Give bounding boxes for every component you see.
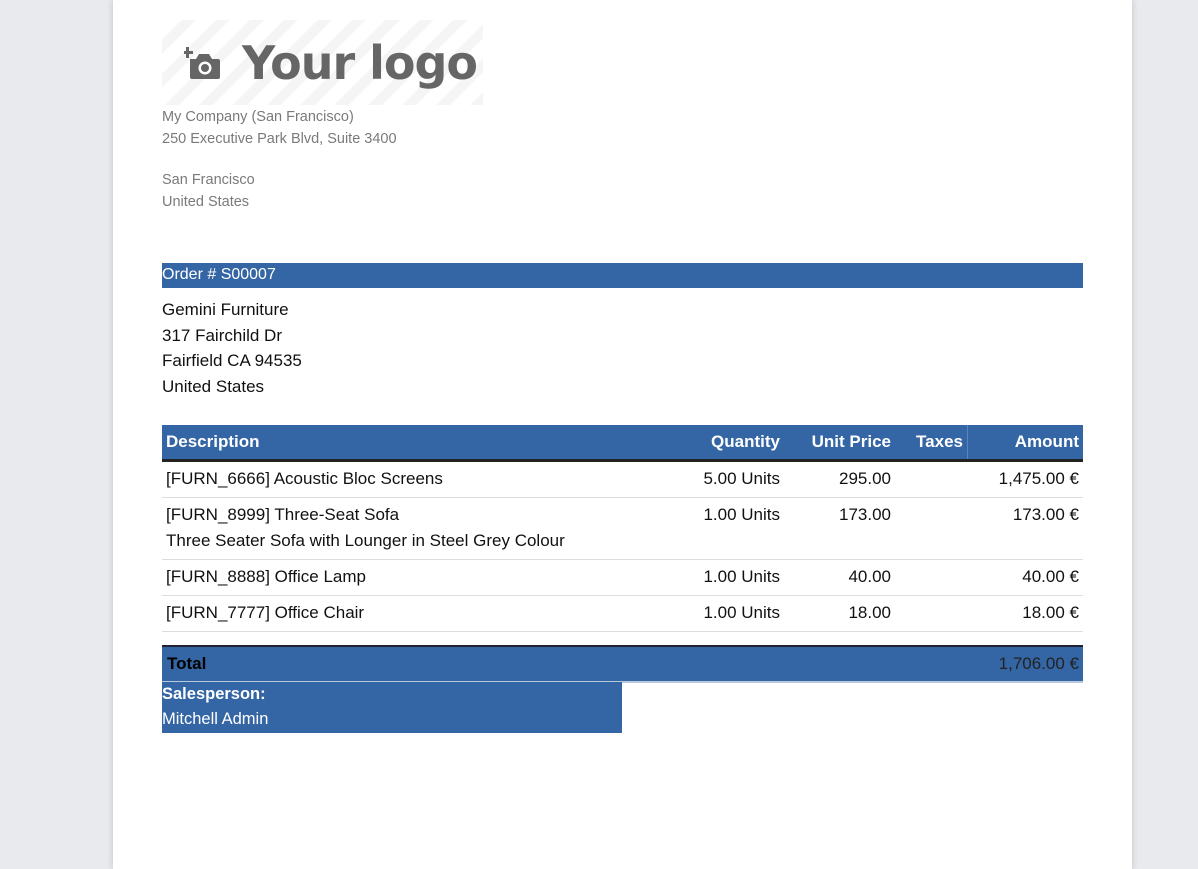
- line-quantity: 1.00 Units: [666, 559, 784, 596]
- customer-street: 317 Fairchild Dr: [162, 325, 282, 345]
- header-unit-price: Unit Price: [784, 425, 895, 462]
- header-quantity: Quantity: [666, 425, 784, 462]
- table-header-row: Description Quantity Unit Price Taxes Am…: [162, 425, 1083, 462]
- line-amount: 1,475.00 €: [967, 460, 1083, 498]
- customer-city: Fairfield CA 94535: [162, 351, 302, 370]
- salesperson-name: Mitchell Admin: [162, 710, 269, 728]
- line-unit-price: 295.00: [784, 460, 895, 498]
- total-row: Total 1,706.00 €: [162, 645, 1083, 683]
- line-quantity: 1.00 Units: [666, 595, 784, 632]
- order-title: Order # S00007: [162, 263, 1083, 288]
- line-quantity: 1.00 Units: [666, 497, 784, 560]
- customer-address: Gemini Furniture 317 Fairchild Dr Fairfi…: [162, 297, 302, 399]
- logo-text: Your logo: [242, 35, 478, 90]
- order-lines-table: Description Quantity Unit Price Taxes Am…: [162, 425, 1083, 632]
- customer-country: United States: [162, 376, 265, 396]
- line-description: [FURN_6666] Acoustic Bloc Screens: [162, 460, 666, 498]
- line-taxes: [895, 559, 968, 596]
- line-unit-price: 40.00: [784, 559, 895, 596]
- company-city: San Francisco: [162, 172, 255, 188]
- company-address: My Company (San Francisco) 250 Executive…: [162, 106, 397, 213]
- company-country: United States: [162, 194, 250, 210]
- total-value: 1,706.00 €: [998, 654, 1079, 673]
- table-row: [FURN_7777] Office Chair 1.00 Units 18.00 1…: [162, 595, 1083, 632]
- document-page: Your logo My Company (San Francisco) 250…: [113, 0, 1132, 869]
- table-row: [FURN_8999] Three-Seat Sofa Three Seater …: [162, 497, 1083, 560]
- salesperson-label: Salesperson:: [162, 685, 266, 703]
- line-taxes: [895, 595, 968, 632]
- company-street: 250 Executive Park Blvd, Suite 3400: [162, 131, 397, 147]
- product-name: [FURN_8888] Office Lamp: [166, 567, 366, 586]
- company-logo: Your logo: [162, 20, 483, 105]
- line-description: [FURN_8999] Three-Seat Sofa Three Seater …: [162, 497, 666, 560]
- header-taxes: Taxes: [895, 425, 968, 462]
- line-amount: 173.00 €: [967, 497, 1083, 560]
- product-name: [FURN_7777] Office Chair: [166, 603, 365, 622]
- header-amount: Amount: [967, 425, 1083, 462]
- camera-plus-icon: [184, 46, 220, 79]
- total-label: Total: [167, 654, 207, 673]
- line-amount: 18.00 €: [967, 595, 1083, 632]
- salesperson-block: Salesperson: Mitchell Admin: [162, 682, 622, 733]
- table-row: [FURN_6666] Acoustic Bloc Screens 5.00 Un…: [162, 460, 1083, 498]
- company-name: My Company (San Francisco): [162, 109, 354, 125]
- product-name: [FURN_8999] Three-Seat Sofa: [166, 505, 400, 524]
- line-unit-price: 173.00: [784, 497, 895, 560]
- line-taxes: [895, 497, 968, 560]
- line-amount: 40.00 €: [967, 559, 1083, 596]
- header-description: Description: [162, 425, 666, 462]
- line-description: [FURN_8888] Office Lamp: [162, 559, 666, 596]
- line-description: [FURN_7777] Office Chair: [162, 595, 666, 632]
- customer-name: Gemini Furniture: [162, 300, 289, 319]
- product-name: [FURN_6666] Acoustic Bloc Screens: [166, 469, 443, 488]
- product-note: Three Seater Sofa with Lounger in Steel …: [166, 531, 565, 550]
- line-quantity: 5.00 Units: [666, 460, 784, 498]
- table-row: [FURN_8888] Office Lamp 1.00 Units 40.00 40…: [162, 559, 1083, 596]
- line-taxes: [895, 460, 968, 498]
- line-unit-price: 18.00: [784, 595, 895, 632]
